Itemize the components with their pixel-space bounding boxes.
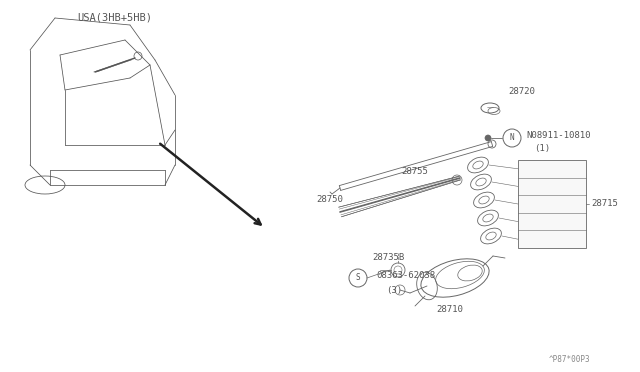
Text: N: N: [509, 134, 515, 142]
Text: N08911-10810: N08911-10810: [526, 131, 591, 141]
Text: S: S: [356, 273, 360, 282]
Text: (3): (3): [386, 285, 402, 295]
Text: 28755: 28755: [401, 167, 428, 176]
Circle shape: [485, 135, 491, 141]
Text: 08363-62038: 08363-62038: [376, 272, 435, 280]
Text: 28720: 28720: [508, 87, 535, 96]
Text: ^P87*00P3: ^P87*00P3: [548, 356, 590, 365]
Text: 28750: 28750: [317, 196, 344, 205]
Text: USA(3HB+5HB): USA(3HB+5HB): [77, 13, 152, 23]
Text: 28715: 28715: [591, 199, 618, 208]
Text: (1): (1): [534, 144, 550, 153]
Bar: [518, 160, 586, 248]
Text: 28710: 28710: [436, 305, 463, 314]
Text: 28735B: 28735B: [372, 253, 404, 263]
